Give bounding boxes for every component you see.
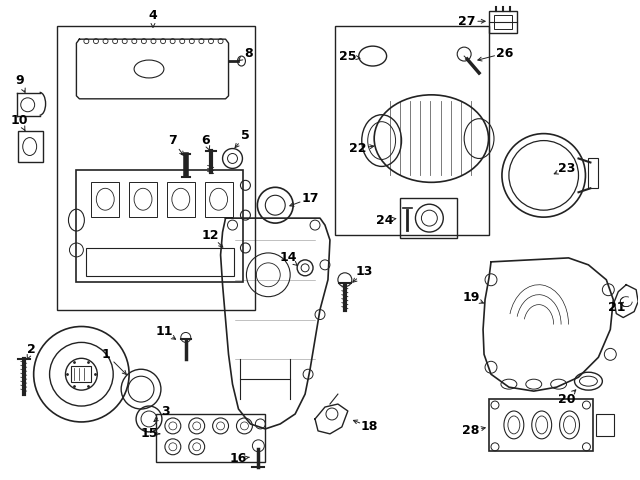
Bar <box>92 182 119 217</box>
Text: 24: 24 <box>376 214 394 227</box>
Bar <box>205 182 232 217</box>
Text: 25: 25 <box>339 49 356 62</box>
Text: 7: 7 <box>168 134 177 147</box>
Bar <box>72 366 92 382</box>
Text: 1: 1 <box>102 348 111 361</box>
Text: 20: 20 <box>558 393 575 406</box>
Text: 5: 5 <box>241 129 250 142</box>
Text: 4: 4 <box>148 9 157 22</box>
Text: 27: 27 <box>458 15 476 28</box>
Text: 13: 13 <box>356 265 373 278</box>
Text: 12: 12 <box>202 228 220 241</box>
Text: 2: 2 <box>28 343 36 356</box>
Text: 6: 6 <box>202 134 210 147</box>
Text: 15: 15 <box>140 427 157 440</box>
Bar <box>399 198 457 238</box>
Bar <box>335 26 489 235</box>
Bar <box>129 182 157 217</box>
Text: 18: 18 <box>361 420 378 433</box>
Bar <box>494 15 512 29</box>
Text: 9: 9 <box>15 74 24 87</box>
Text: 3: 3 <box>161 406 170 419</box>
Text: 16: 16 <box>230 452 247 465</box>
Text: 11: 11 <box>155 325 173 338</box>
Bar <box>76 170 243 282</box>
Text: 10: 10 <box>11 114 29 127</box>
Bar <box>596 414 614 436</box>
Text: 19: 19 <box>463 291 480 304</box>
Bar <box>489 12 517 33</box>
Bar <box>156 414 266 462</box>
Bar <box>56 26 255 310</box>
Bar <box>489 399 593 451</box>
Text: 26: 26 <box>496 47 514 60</box>
Text: 21: 21 <box>607 301 625 314</box>
Bar <box>86 248 234 276</box>
Text: 8: 8 <box>244 47 253 60</box>
Bar <box>167 182 195 217</box>
Text: 17: 17 <box>301 192 319 205</box>
Bar <box>18 131 43 162</box>
Bar <box>588 158 598 188</box>
Text: 23: 23 <box>558 162 575 175</box>
Text: 28: 28 <box>463 424 480 437</box>
Text: 14: 14 <box>280 252 297 264</box>
Text: 22: 22 <box>349 142 367 155</box>
